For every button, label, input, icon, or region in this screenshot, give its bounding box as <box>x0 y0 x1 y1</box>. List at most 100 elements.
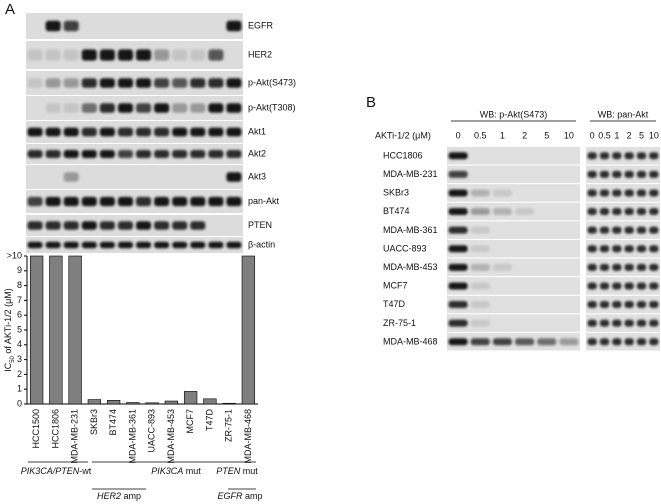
blot-band <box>612 208 622 216</box>
blot-header: WB: pan-Akt <box>598 109 649 119</box>
blot-row <box>586 147 660 165</box>
dose: 0 <box>456 130 461 140</box>
blot-band <box>190 150 206 158</box>
blot-band <box>136 150 152 158</box>
blot-band <box>599 170 610 178</box>
blot-band <box>448 170 468 178</box>
blot-band <box>515 208 535 216</box>
blot-band <box>99 49 115 61</box>
blot-band <box>45 196 61 207</box>
blot-band <box>154 78 170 88</box>
y-axis-label: IC50 of AKTi-1/2 (μM) <box>3 288 15 372</box>
group-gene: PIK3CA <box>151 466 183 476</box>
blot-label: pan-Akt <box>248 196 280 206</box>
blot-band <box>636 282 647 290</box>
y-axis-label-part: 50 <box>10 355 16 362</box>
bar <box>29 255 44 405</box>
blot-row <box>586 221 660 239</box>
blot-band <box>649 226 659 234</box>
blot-band <box>470 263 490 271</box>
blot-band <box>636 152 647 160</box>
blot-band <box>45 103 61 113</box>
blot-band <box>624 226 634 234</box>
blot-band <box>649 319 659 327</box>
blot-band <box>587 263 597 271</box>
x-tick-label: MCF7 <box>185 409 195 434</box>
x-tick-label: MDA-MB-231 <box>70 409 80 464</box>
blot-label: p-Akt(T308) <box>248 102 296 112</box>
blot-band <box>636 189 647 197</box>
blot-row <box>447 333 580 351</box>
blot-band <box>612 263 622 271</box>
blot-band <box>599 189 610 197</box>
y-axis-label-part: IC <box>3 362 13 372</box>
blot-band <box>612 282 622 290</box>
blot-band <box>649 245 659 253</box>
cell-line-label: MCF7 <box>383 281 408 291</box>
blot-band <box>63 196 79 207</box>
blot-band <box>45 49 61 61</box>
blot-band <box>492 208 512 216</box>
blot-band <box>599 226 610 234</box>
dose-label: AKTi-1/2 (μM) <box>375 130 431 140</box>
blot-band <box>63 103 79 113</box>
cell-line-label: MDA-MB-453 <box>383 262 438 272</box>
blot-band <box>27 49 43 61</box>
blot-band <box>649 263 659 271</box>
blot-band <box>63 241 79 249</box>
group-label: EGFR amp <box>217 491 262 501</box>
blot-band <box>63 150 79 158</box>
y-tick-label: 6 <box>17 310 22 320</box>
blot-background <box>26 190 243 213</box>
blot-band <box>117 49 133 61</box>
blot-band <box>208 103 224 113</box>
blot-band <box>492 263 512 271</box>
x-tick-label: UACC-893 <box>147 409 157 453</box>
blot-label: p-Akt(S473) <box>248 77 296 87</box>
blot-band <box>190 78 206 88</box>
cell-line-label: BT474 <box>383 206 410 216</box>
blot-band <box>117 78 133 88</box>
blot-row <box>586 240 660 258</box>
dose: 0 <box>590 130 595 140</box>
blot-band <box>172 127 188 137</box>
blot-band <box>470 301 490 309</box>
blot-band <box>624 301 634 309</box>
group-gene: PIK3CA/PTEN <box>21 466 80 476</box>
blot-band <box>636 301 647 309</box>
cell-line-label: MDA-MB-231 <box>383 169 438 179</box>
dose: 5 <box>544 130 549 140</box>
blot-band <box>81 241 97 249</box>
blot-band <box>515 338 535 346</box>
blot-band <box>63 221 79 230</box>
blot-band <box>649 338 659 346</box>
blot-band <box>172 78 188 88</box>
blot-band <box>470 226 490 234</box>
blot-band <box>448 263 468 271</box>
x-tick-label: BT474 <box>108 409 118 436</box>
blot-band <box>599 282 610 290</box>
blot-band <box>27 150 43 158</box>
blot-background <box>447 184 580 202</box>
group-text: -wt <box>79 466 91 476</box>
blot-band <box>537 338 557 346</box>
blot-background <box>26 96 243 120</box>
blot-band <box>117 221 133 230</box>
blot-band <box>208 150 224 158</box>
blot-band <box>448 319 468 327</box>
blot-band <box>190 221 206 230</box>
blot-band <box>208 241 224 249</box>
blot-band <box>81 150 97 158</box>
cell-line-label: MDA-MB-361 <box>383 225 438 235</box>
bar <box>106 399 121 405</box>
bar <box>126 402 140 405</box>
y-tick-label: 3 <box>17 354 22 364</box>
x-tick-label: T47D <box>204 409 214 432</box>
blot-label: HER2 <box>248 49 272 59</box>
blot-band <box>448 245 468 253</box>
cell-line-label: SKBr3 <box>383 188 409 198</box>
blot-band <box>587 245 597 253</box>
blot-band <box>154 150 170 158</box>
bar <box>203 398 217 405</box>
blot-band <box>649 152 659 160</box>
